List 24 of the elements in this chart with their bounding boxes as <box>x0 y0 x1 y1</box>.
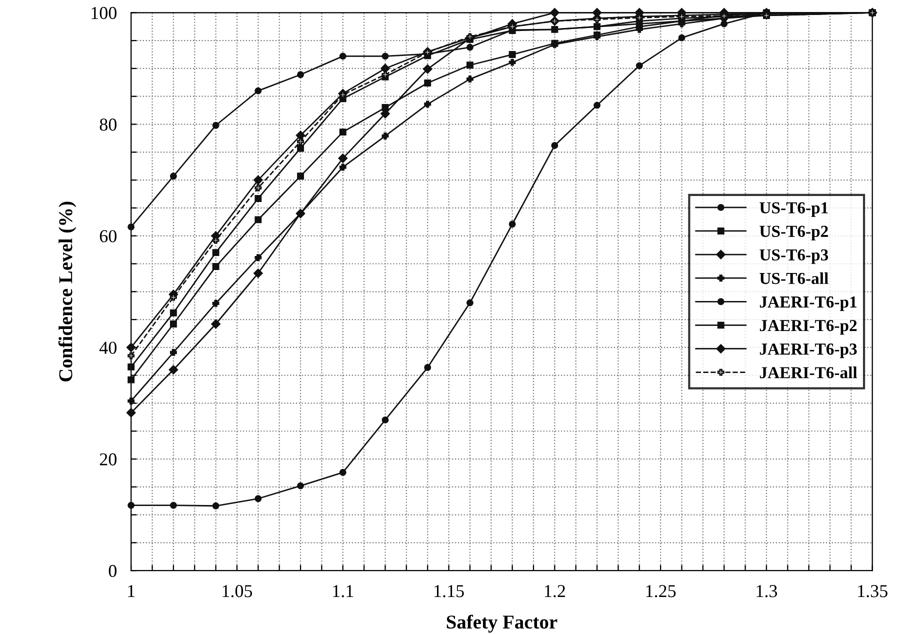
y-axis-title: Confidence Level (%) <box>58 202 76 382</box>
x-tick-label: 1.25 <box>646 585 676 598</box>
legend-label: JAERI-T6-p1 <box>760 296 856 312</box>
x-tick-label: 1.35 <box>858 585 888 598</box>
y-tick-label: 100 <box>92 6 117 20</box>
legend-label: JAERI-T6-all <box>760 366 858 378</box>
x-tick-label: 1.15 <box>434 585 464 598</box>
legend-label: US-T6-all <box>760 272 828 284</box>
x-axis-title: Safety Factor <box>446 614 558 633</box>
y-tick-label: 60 <box>100 230 117 242</box>
x-tick-label: 1.1 <box>333 585 354 598</box>
legend-label: JAERI-T6-p2 <box>760 320 857 335</box>
y-tick-label: 40 <box>99 342 117 354</box>
legend-label: US-T6-p1 <box>760 202 828 217</box>
legend-label: US-T6-p2 <box>760 226 828 240</box>
x-tick-label: 1.2 <box>544 585 565 598</box>
x-tick-label: 1 <box>128 585 135 598</box>
y-tick-label: 80 <box>100 118 117 131</box>
legend-label: US-T6-p3 <box>760 249 828 264</box>
y-tick-label: 0 <box>108 564 117 578</box>
legend-label: JAERI-T6-p3 <box>760 344 857 358</box>
x-tick-label: 1.05 <box>222 585 252 598</box>
x-tick-label: 1.3 <box>756 585 778 598</box>
y-tick-label: 20 <box>100 453 117 466</box>
